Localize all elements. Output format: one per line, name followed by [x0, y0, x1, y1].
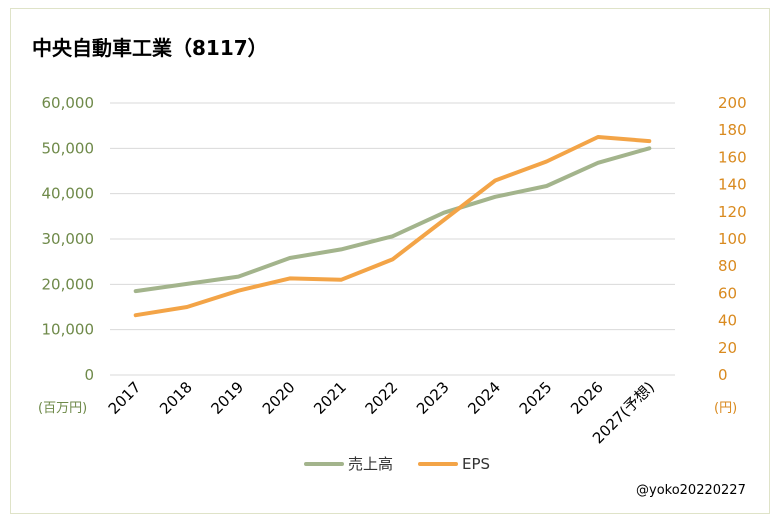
y-right-tick-label: 140	[718, 176, 747, 194]
credit-text: @yoko20220227	[636, 483, 746, 498]
y-left-unit: (百万円)	[38, 401, 87, 416]
legend-label: EPS	[462, 455, 490, 473]
y-right-tick-label: 100	[718, 230, 747, 248]
x-tick-label: 2019	[208, 378, 248, 418]
y-right-tick-label: 40	[718, 312, 737, 330]
x-tick-label: 2020	[259, 378, 299, 418]
y-right-tick-label: 180	[718, 121, 747, 139]
y-right-tick-label: 200	[718, 94, 747, 112]
y-left-tick-label: 50,000	[42, 139, 95, 157]
x-tick-label: 2022	[362, 378, 402, 418]
y-left-tick-label: 40,000	[42, 185, 95, 203]
y-left-tick-label: 10,000	[42, 321, 95, 339]
y-right-tick-label: 120	[718, 203, 747, 221]
y-right-tick-label: 20	[718, 339, 737, 357]
x-tick-label: 2025	[516, 378, 556, 418]
y-left-tick-label: 0	[84, 366, 94, 384]
x-tick-label: 2018	[156, 378, 196, 418]
y-right-tick-label: 80	[718, 257, 737, 275]
x-tick-label: 2024	[464, 378, 504, 418]
series-line-sales	[133, 146, 652, 294]
y-left-tick-label: 60,000	[42, 94, 95, 112]
y-right-unit: (円)	[714, 401, 737, 416]
x-tick-label: 2017	[105, 378, 145, 418]
x-tick-label: 2026	[567, 378, 607, 418]
x-tick-label: 2021	[310, 378, 350, 418]
y-left-tick-label: 20,000	[42, 275, 95, 293]
y-right-tick-label: 160	[718, 148, 747, 166]
y-right-tick-label: 0	[718, 366, 728, 384]
series-line-eps	[133, 135, 652, 318]
chart-title: 中央自動車工業（8117）	[32, 36, 268, 60]
legend-label: 売上高	[348, 455, 393, 473]
y-left-tick-label: 30,000	[42, 230, 95, 248]
x-tick-label: 2023	[413, 378, 453, 418]
y-right-tick-label: 60	[718, 284, 737, 302]
